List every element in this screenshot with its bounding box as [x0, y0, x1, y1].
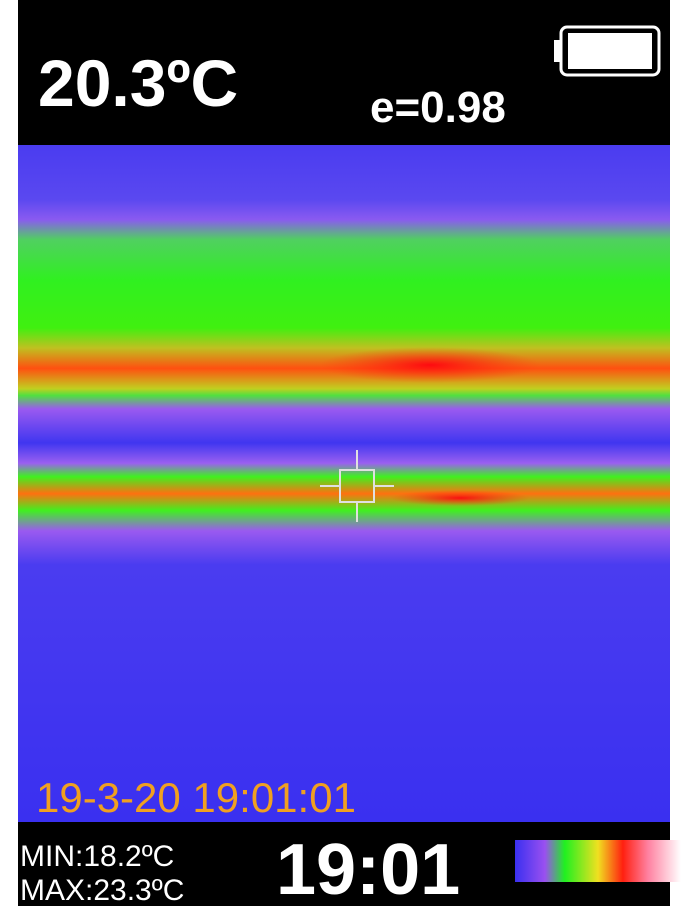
timestamp: 19-3-20 19:01:01 [36, 774, 356, 821]
hot-spot [390, 490, 530, 506]
hot-spot [320, 347, 540, 383]
crosshair [320, 450, 394, 522]
max-temperature: MAX:23.3ºC [20, 874, 184, 906]
clock: 19:01 [276, 830, 460, 906]
spot-temperature: 20.3ºC [38, 46, 238, 120]
color-palette [515, 840, 681, 882]
emissivity: e=0.98 [370, 83, 506, 132]
battery-icon [554, 25, 661, 77]
min-temperature: MIN:18.2ºC [20, 840, 174, 873]
thermal-image [18, 145, 670, 822]
